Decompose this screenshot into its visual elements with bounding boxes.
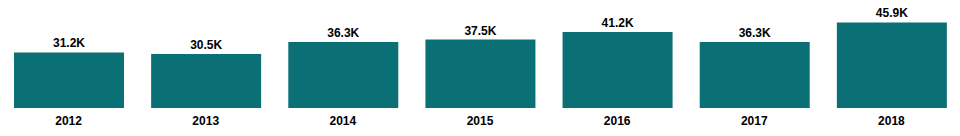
svg-text:2014: 2014: [330, 114, 357, 128]
svg-text:30.5K: 30.5K: [190, 38, 222, 52]
svg-text:2012: 2012: [55, 114, 82, 128]
svg-text:37.5K: 37.5K: [464, 24, 496, 38]
svg-text:2015: 2015: [467, 114, 494, 128]
svg-text:2018: 2018: [878, 114, 905, 128]
svg-text:45.9K: 45.9K: [876, 6, 908, 20]
svg-text:36.3K: 36.3K: [327, 26, 359, 40]
svg-text:2016: 2016: [604, 114, 631, 128]
svg-text:36.3K: 36.3K: [739, 26, 771, 40]
svg-text:2017: 2017: [741, 114, 768, 128]
svg-text:2013: 2013: [192, 114, 219, 128]
svg-text:31.2K: 31.2K: [53, 36, 85, 50]
svg-text:41.2K: 41.2K: [602, 16, 634, 30]
